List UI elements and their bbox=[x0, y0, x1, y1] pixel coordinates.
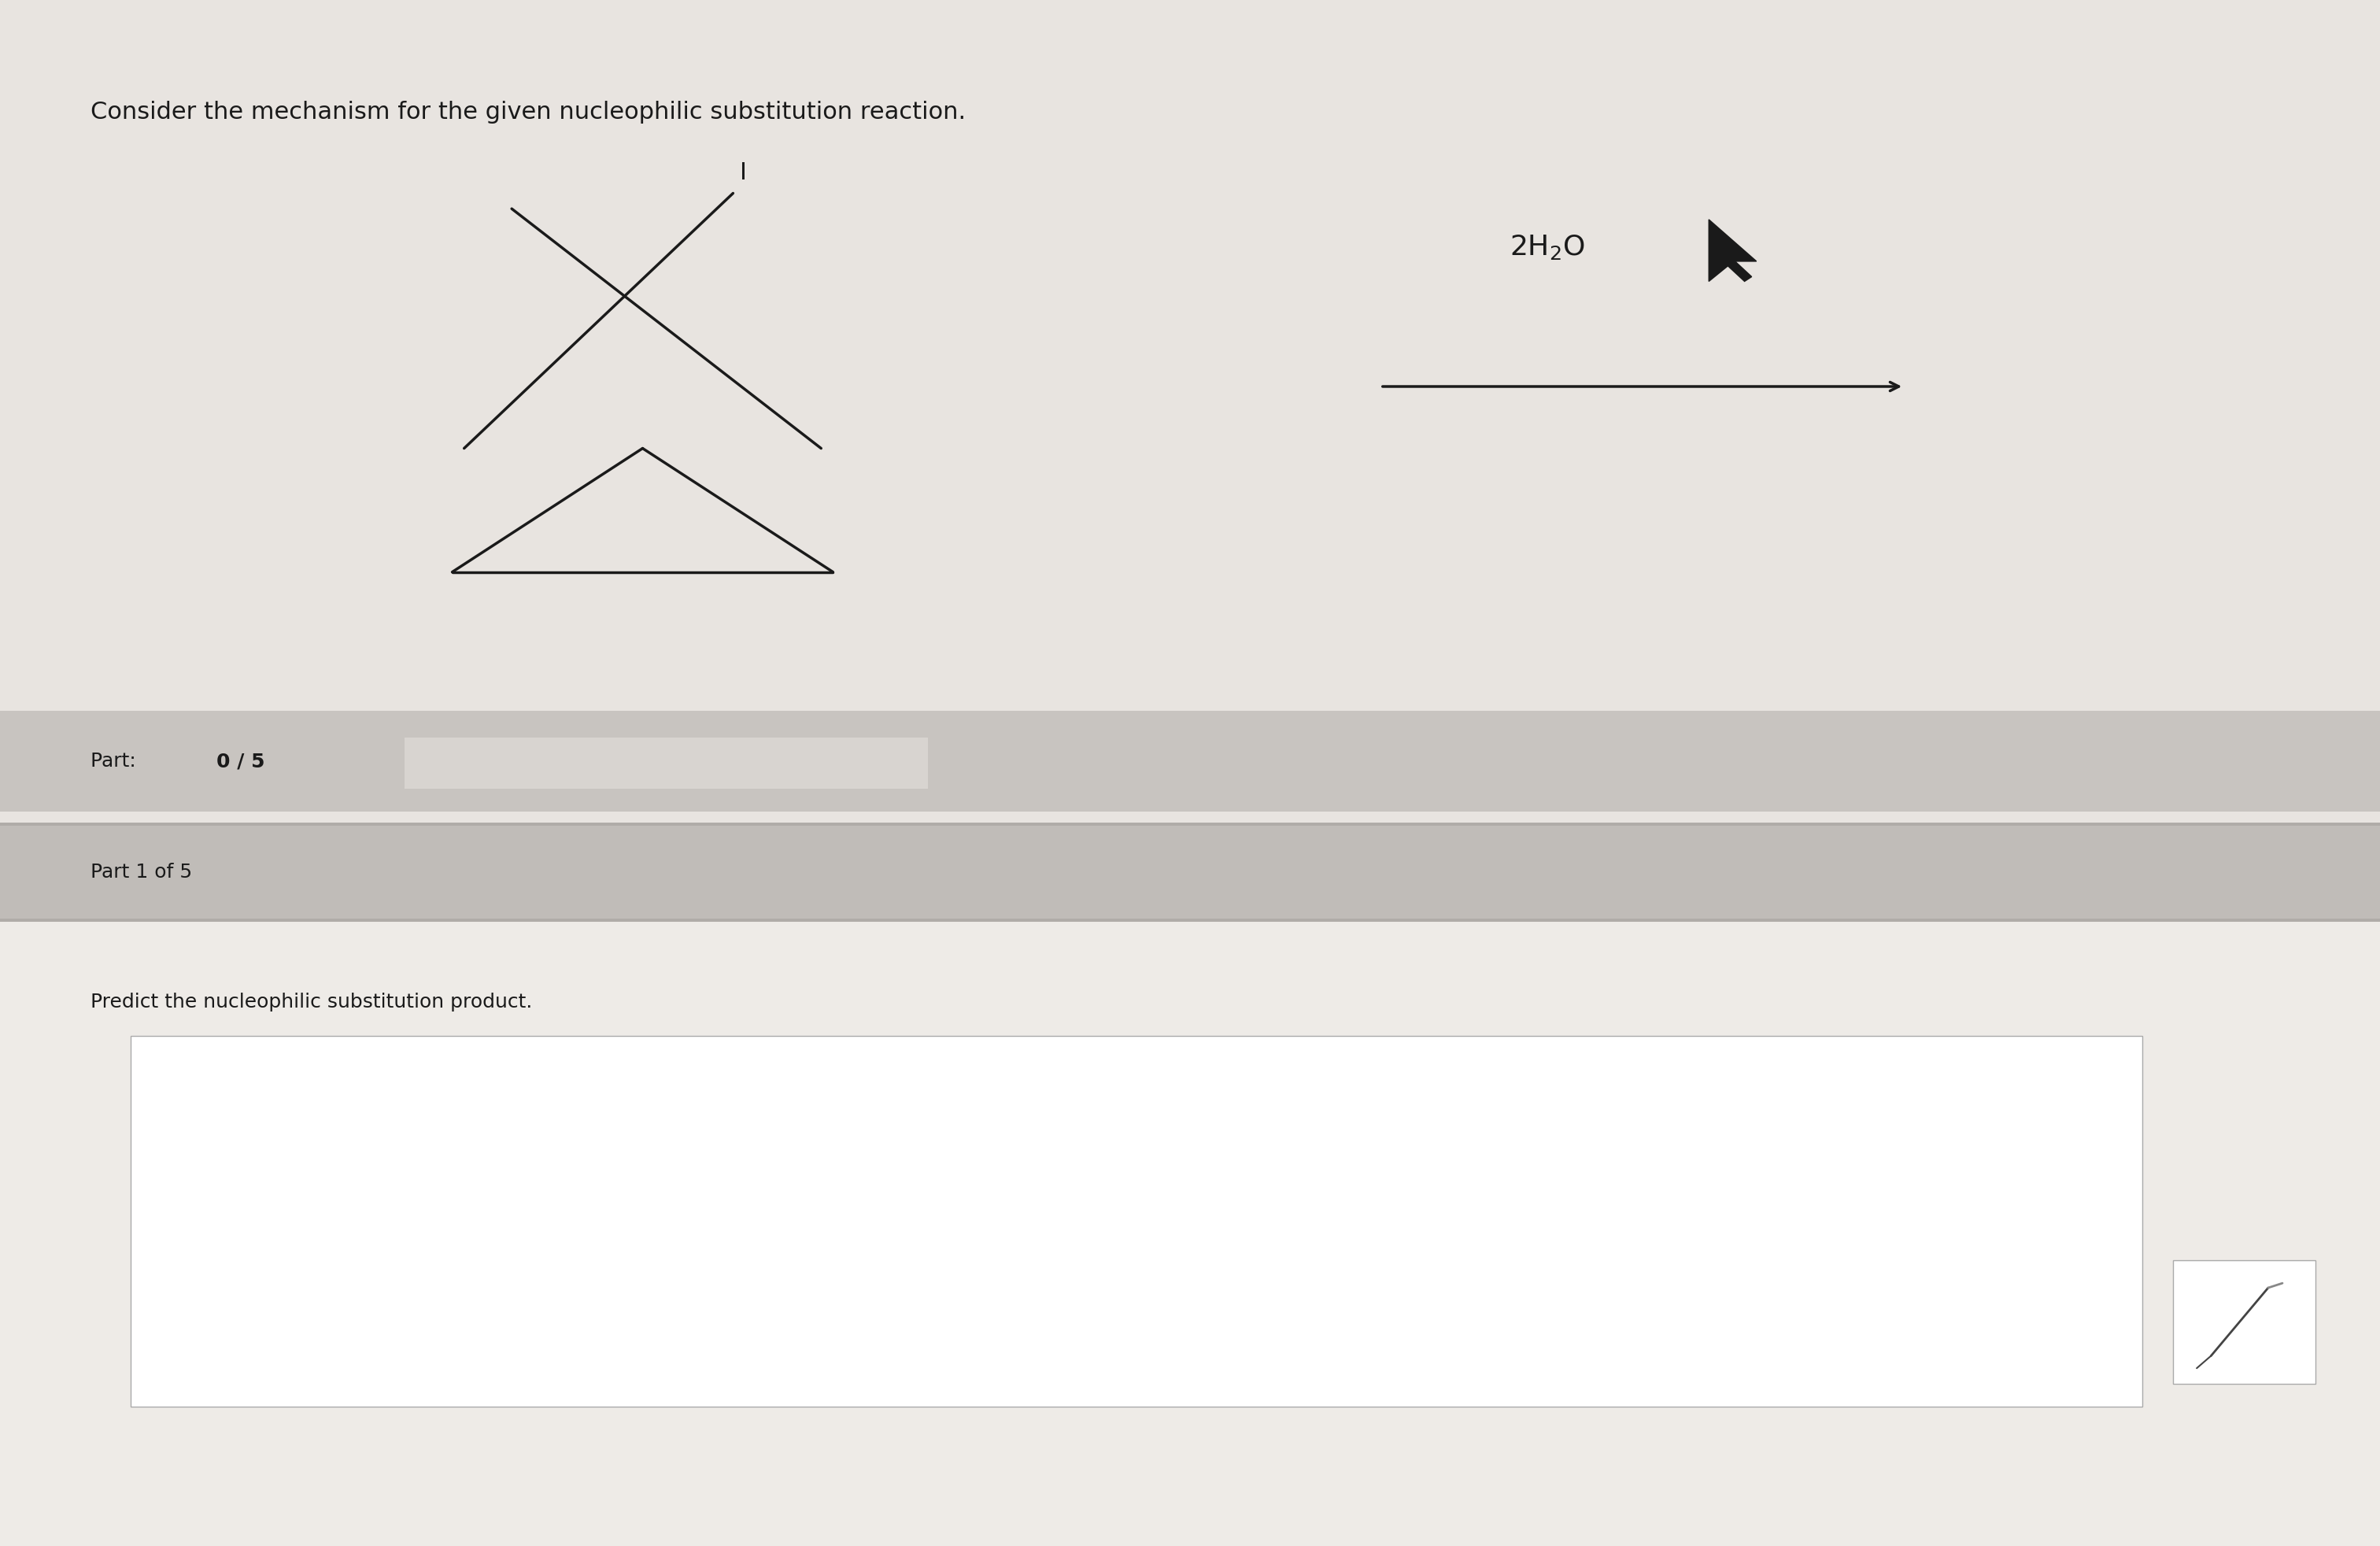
Bar bbox=[131, 1036, 2142, 1407]
Bar bbox=[0, 822, 2380, 826]
Text: Predict the nucleophilic substitution product.: Predict the nucleophilic substitution pr… bbox=[90, 993, 533, 1011]
Text: Consider the mechanism for the given nucleophilic substitution reaction.: Consider the mechanism for the given nuc… bbox=[90, 100, 966, 124]
Bar bbox=[2173, 1260, 2316, 1384]
Bar bbox=[405, 737, 928, 788]
Text: Part:: Part: bbox=[90, 751, 143, 771]
Bar bbox=[0, 711, 2380, 812]
Text: 2H$_2$O: 2H$_2$O bbox=[1509, 233, 1585, 261]
Polygon shape bbox=[1709, 220, 1756, 281]
Bar bbox=[0, 824, 2380, 920]
Text: 0 / 5: 0 / 5 bbox=[217, 751, 264, 771]
Text: Part 1 of 5: Part 1 of 5 bbox=[90, 863, 193, 881]
Text: I: I bbox=[740, 161, 747, 184]
Bar bbox=[0, 920, 2380, 1546]
Bar bbox=[0, 918, 2380, 921]
